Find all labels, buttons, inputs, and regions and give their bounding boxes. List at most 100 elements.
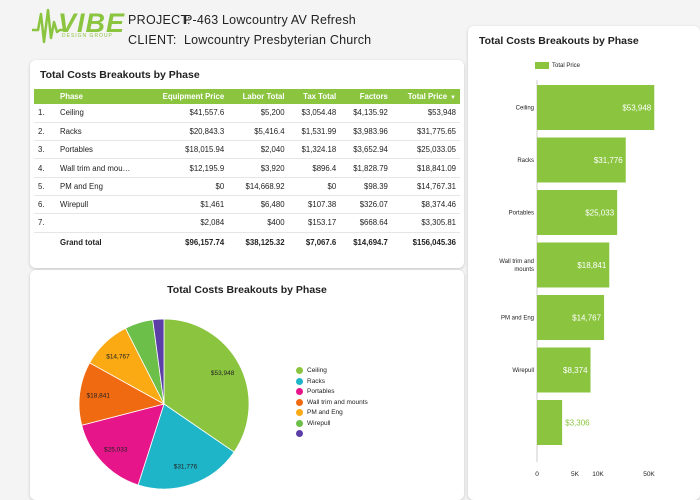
- bar-racks[interactable]: [537, 137, 626, 183]
- row-index: 1.: [34, 104, 56, 123]
- bar-category-label: Ceiling: [516, 106, 534, 112]
- row-equipment: $18,015.94: [144, 140, 229, 160]
- pie-legend-label: Wall trim and mounts: [307, 398, 368, 406]
- logo-subtitle: DESIGN GROUP: [62, 33, 113, 39]
- bar-value-label: $31,776: [594, 156, 623, 165]
- pie-legend-label: Racks: [307, 377, 326, 385]
- row-equipment: $12,195.9: [144, 158, 229, 178]
- bar-unlabeled[interactable]: [537, 400, 563, 445]
- row-equipment: $2,084: [144, 213, 229, 233]
- client-value: Lowcountry Presbyterian Church: [184, 33, 372, 47]
- pie-legend-item[interactable]: Racks: [296, 377, 326, 385]
- row-equipment: $0: [144, 177, 229, 196]
- legend-dot-icon: [296, 398, 303, 406]
- row-labor: $2,040: [228, 140, 289, 160]
- costs-table: Phase Equipment Price Labor Total Tax To…: [34, 89, 460, 252]
- pie-legend-item[interactable]: Ceiling: [296, 367, 327, 374]
- table-row[interactable]: 5. PM and Eng $0 $14,668.92 $0 $98.39 $14,767.…: [34, 177, 460, 196]
- table-row[interactable]: 7. $2,084 $400 $153.17 $668.64 $3,305.81: [34, 213, 460, 233]
- row-index: 6.: [34, 195, 56, 215]
- row-index: 7.: [34, 213, 56, 233]
- row-index: 5.: [34, 177, 56, 196]
- bar-x-tick-label: 50K: [643, 471, 655, 478]
- bar-pm-and-eng[interactable]: [537, 295, 605, 340]
- bar-category-label: Wall trim and: [499, 259, 534, 265]
- col-factors[interactable]: Factors: [340, 89, 392, 104]
- table-row[interactable]: 3. Portables $18,015.94 $2,040 $1,324.18 $3,6…: [34, 140, 460, 160]
- bar-value-label: $25,033: [585, 209, 614, 218]
- pie-legend-item[interactable]: Wirepull: [296, 419, 331, 427]
- row-phase: Wirepull: [56, 195, 144, 215]
- row-tax: $3,054.48: [288, 104, 341, 123]
- costs-table-card: Total Costs Breakouts by Phase Phase Equ…: [30, 60, 464, 268]
- col-index: [34, 89, 56, 104]
- col-tax-total[interactable]: Tax Total: [288, 89, 341, 104]
- client-label: CLIENT:: [128, 33, 177, 47]
- row-labor: $14,668.92: [228, 177, 289, 196]
- logo-wordmark: VIBE: [58, 8, 126, 38]
- row-total: $14,767.31: [391, 177, 460, 196]
- bar-value-label: $53,948: [622, 104, 651, 113]
- table-row[interactable]: 2. Racks $20,843.3 $5,416.4 $1,531.99 $3,983.…: [34, 122, 460, 142]
- grand-total-labor: $38,125.32: [245, 237, 285, 247]
- bar-x-tick-label: 0: [535, 471, 539, 478]
- pie-legend-item[interactable]: [296, 430, 307, 437]
- table-row[interactable]: 1. Ceiling $41,557.6 $5,200 $3,054.48 $4,135.…: [34, 104, 460, 123]
- bar-value-label: $18,841: [577, 261, 606, 270]
- table-row[interactable]: 6. Wirepull $1,461 $6,480 $107.38 $326.07 $8,3…: [34, 195, 460, 215]
- row-labor: $3,920: [228, 158, 289, 178]
- col-labor-total[interactable]: Labor Total: [228, 89, 289, 104]
- legend-dot-icon: [296, 409, 303, 416]
- row-tax: $1,324.18: [288, 140, 341, 160]
- grand-total-tax: $7,067.6: [305, 237, 337, 247]
- row-tax: $1,531.99: [288, 122, 341, 142]
- vibe-logo-icon: [32, 8, 64, 44]
- bar-chart-title: Total Costs Breakouts by Phase: [479, 35, 639, 47]
- pie-legend-item[interactable]: Wall trim and mounts: [296, 398, 368, 406]
- row-equipment: $41,557.6: [144, 104, 229, 123]
- row-factors: $1,828.79: [340, 158, 392, 178]
- row-equipment: $1,461: [144, 195, 229, 215]
- pie-legend-item[interactable]: Portables: [296, 388, 334, 395]
- row-factors: $326.07: [340, 195, 392, 215]
- row-phase: Ceiling: [56, 104, 144, 123]
- client-row: CLIENT: Lowcountry Presbyterian Church: [128, 33, 371, 47]
- pie-legend-label: Portables: [307, 388, 335, 396]
- row-labor: $5,416.4: [228, 122, 289, 142]
- row-phase: PM and Eng: [56, 177, 144, 196]
- bar-ceiling[interactable]: [537, 85, 655, 130]
- bar-wirepull[interactable]: [537, 347, 591, 393]
- pie-legend-label: Wirepull: [307, 419, 331, 427]
- bar-value-label: $14,767: [572, 314, 601, 323]
- bar-category-label: Portables: [509, 211, 534, 217]
- bar-legend: Total Price: [535, 62, 580, 69]
- col-phase[interactable]: Phase: [56, 89, 144, 104]
- bar-wall-trim-and-mounts[interactable]: [537, 242, 610, 288]
- project-value: P-463 Lowcountry AV Refresh: [184, 13, 356, 27]
- col-equipment-price[interactable]: Equipment Price: [144, 89, 229, 104]
- row-tax: $896.4: [288, 158, 341, 178]
- row-labor: $6,480: [228, 195, 289, 215]
- legend-dot-icon: [296, 430, 303, 437]
- row-index: 2.: [34, 122, 56, 142]
- row-phase: Racks: [56, 122, 144, 142]
- pie-legend-item[interactable]: PM and Eng: [296, 409, 343, 416]
- bar-x-tick-label: 10K: [592, 471, 604, 478]
- row-total: $53,948: [391, 104, 460, 123]
- row-index: 3.: [34, 140, 56, 160]
- col-total-price[interactable]: Total Price ▼: [391, 89, 460, 104]
- bar-legend-swatch: [535, 62, 549, 69]
- bar-portables[interactable]: [537, 190, 618, 235]
- table-row[interactable]: 4. Wall trim and mou… $12,195.9 $3,920 $896.…: [34, 158, 460, 178]
- bar-legend-label: Total Price: [552, 63, 581, 70]
- row-index: 4.: [34, 158, 56, 178]
- bar-category-label: Racks: [517, 158, 534, 164]
- legend-dot-icon: [296, 377, 303, 385]
- row-factors: $3,652.94: [340, 140, 392, 160]
- pie-legend-label: PM and Eng: [307, 409, 343, 417]
- sort-desc-icon: ▼: [450, 95, 456, 101]
- row-labor: $400: [228, 213, 289, 233]
- grand-total-price: $156,045.36: [412, 237, 456, 247]
- report-header: VIBE DESIGN GROUP PROJECT:P-463 Lowcount…: [0, 0, 470, 56]
